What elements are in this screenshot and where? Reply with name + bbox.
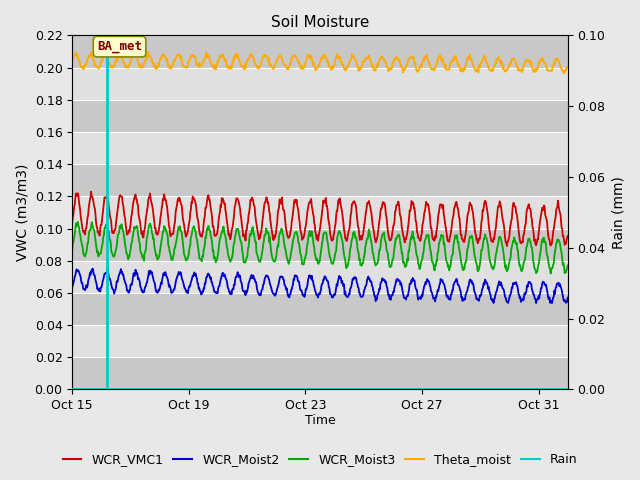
Y-axis label: VWC (m3/m3): VWC (m3/m3) xyxy=(15,164,29,261)
Bar xyxy=(72,68,568,100)
Title: Soil Moisture: Soil Moisture xyxy=(271,15,369,30)
Bar xyxy=(72,100,568,132)
Bar xyxy=(72,325,568,357)
X-axis label: Time: Time xyxy=(305,414,335,427)
Bar xyxy=(72,261,568,293)
Bar xyxy=(72,228,568,261)
Text: BA_met: BA_met xyxy=(97,40,142,53)
Bar xyxy=(72,293,568,325)
Bar xyxy=(72,36,568,68)
Y-axis label: Rain (mm): Rain (mm) xyxy=(611,176,625,249)
Bar xyxy=(72,132,568,164)
Bar xyxy=(72,357,568,389)
Bar xyxy=(72,164,568,196)
Bar xyxy=(72,196,568,228)
Legend: WCR_VMC1, WCR_Moist2, WCR_Moist3, Theta_moist, Rain: WCR_VMC1, WCR_Moist2, WCR_Moist3, Theta_… xyxy=(58,448,582,471)
